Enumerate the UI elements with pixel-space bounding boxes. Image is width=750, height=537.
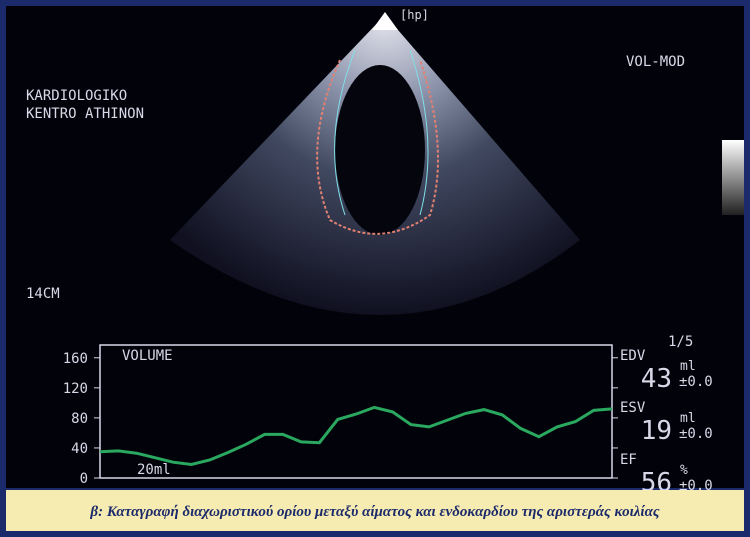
y-tick-label: 40 [71, 441, 88, 457]
measure-error: ±0.0 [679, 374, 713, 390]
measure-error: ±0.0 [679, 426, 713, 442]
measure-unit: ml [680, 411, 696, 426]
measure-value: 43 [641, 364, 672, 394]
caption-bar [6, 490, 744, 531]
y-tick-label: 160 [63, 351, 88, 367]
caption: β: Καταγραφή διαχωριστικού ορίου μεταξύ … [89, 504, 659, 520]
y-tick-label: 0 [80, 471, 88, 487]
measure-name: ESV [620, 400, 646, 416]
contour [409, 49, 429, 216]
probe-marker [372, 12, 398, 30]
y-tick-label: 120 [63, 381, 88, 397]
depth: 14CM [26, 286, 60, 302]
chart-title: VOLUME [122, 348, 173, 364]
site-line: KARDIOLOGIKO [26, 88, 127, 104]
ventricle [335, 65, 425, 235]
measure-name: EDV [620, 348, 646, 364]
measure-value: 19 [641, 416, 672, 446]
frame: 1/5 [668, 334, 693, 350]
border [316, 59, 439, 235]
measure-unit: % [680, 463, 688, 478]
scale-label: 20ml [137, 462, 171, 478]
measure-name: EF [620, 452, 637, 468]
contour [334, 49, 356, 216]
measure-unit: ml [680, 359, 696, 374]
site-line: KENTRO ATHINON [26, 106, 144, 122]
mode: VOL-MOD [626, 54, 685, 70]
probe-label: [hp] [400, 8, 429, 22]
gray-scale [722, 140, 744, 215]
y-tick-label: 80 [71, 411, 88, 427]
volume-line [99, 405, 613, 467]
plot-frame [99, 344, 613, 479]
